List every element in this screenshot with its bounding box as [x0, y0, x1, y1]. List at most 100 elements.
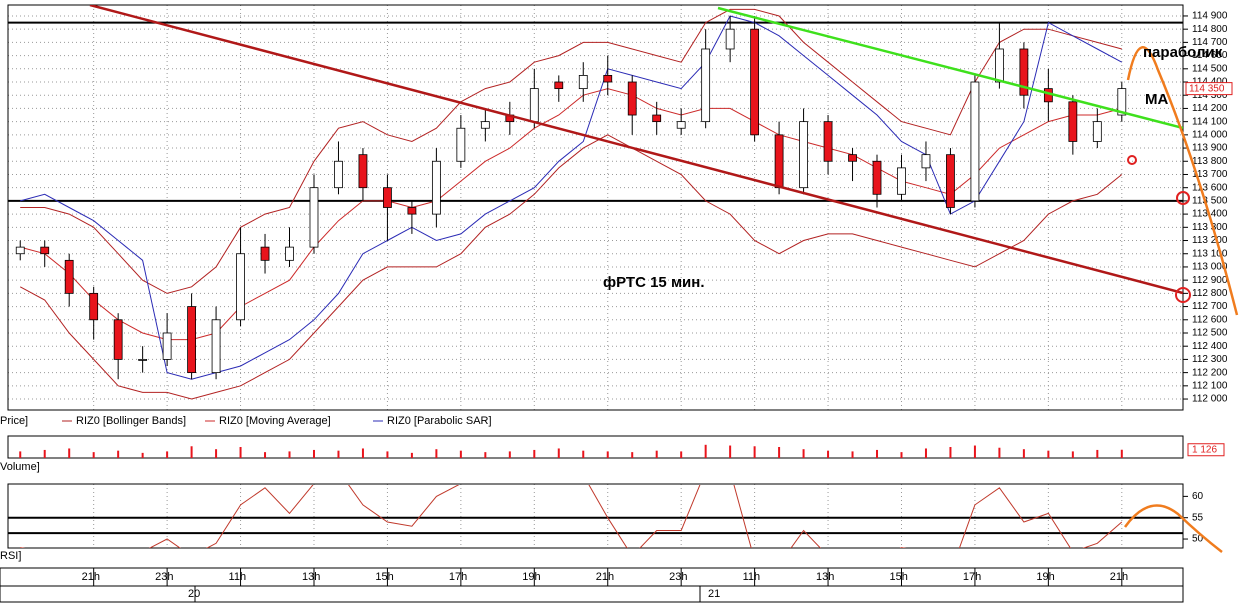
x-tick-label: 11h — [229, 571, 247, 583]
y-tick-label: 112 500 — [1192, 328, 1228, 339]
candle-body — [725, 28, 735, 50]
volume-bar — [508, 451, 511, 458]
candle-body — [554, 81, 564, 90]
y-tick-label: 113 800 — [1192, 156, 1228, 167]
volume-bar — [361, 448, 364, 458]
x-tick-label: 15h — [375, 571, 393, 583]
y-tick-label: 114 600 — [1192, 50, 1228, 61]
y-tick-label: 112 100 — [1192, 380, 1228, 391]
legend-label: RIZ0 [Parabolic SAR] — [387, 415, 492, 427]
x-tick-label: 13h — [302, 571, 320, 583]
legend-label: RIZ0 [Moving Average] — [219, 415, 331, 427]
candle-body — [236, 253, 245, 321]
x-tick-label: 11h — [743, 571, 761, 583]
y-tick-label: 114 000 — [1192, 129, 1228, 140]
parabolic-sar — [20, 15, 1123, 380]
candle-body — [285, 246, 294, 261]
volume-bar — [729, 445, 732, 458]
y-tick-label: 113 900 — [1192, 143, 1228, 154]
candle-body — [40, 246, 50, 255]
volume-bar — [557, 448, 560, 458]
candle-body — [480, 121, 490, 129]
volume-bar — [924, 448, 927, 458]
y-tick-label: 113 300 — [1192, 222, 1228, 233]
marker-circle — [1127, 155, 1137, 165]
volume-bar — [141, 452, 144, 458]
volume-bar — [1096, 449, 1099, 458]
volume-bar — [827, 450, 830, 458]
candle-body — [652, 114, 662, 123]
candle-body — [676, 121, 686, 129]
x-tick-label: 19h — [522, 571, 540, 583]
marker-circle — [1175, 287, 1191, 303]
candle-body — [211, 319, 221, 374]
x-tick-label: 15h — [889, 571, 907, 583]
date-axis — [0, 585, 1184, 603]
volume-bar — [1047, 450, 1050, 458]
x-tick-label: 23h — [155, 571, 173, 583]
candle-body — [872, 160, 882, 195]
candle-body — [309, 187, 319, 248]
y-tick-label: 113 200 — [1192, 235, 1228, 246]
y-tick-label: 112 800 — [1192, 288, 1228, 299]
volume-bar — [973, 445, 976, 458]
volume-bar — [753, 446, 756, 458]
volume-bar — [606, 451, 609, 458]
candle-body — [407, 207, 417, 215]
candle-body — [799, 121, 808, 189]
volume-last-box — [1187, 443, 1225, 457]
volume-bar — [704, 444, 707, 458]
volume-bar — [117, 450, 120, 458]
y-tick-label: 114 700 — [1192, 37, 1228, 48]
rsi-panel — [7, 483, 1184, 549]
y-tick-label: 112 300 — [1192, 354, 1228, 365]
trend-line — [89, 5, 1183, 295]
candle-body — [187, 306, 196, 374]
y-tick-label: 113 700 — [1192, 169, 1228, 180]
candle-body — [578, 75, 588, 90]
volume-bar — [190, 446, 193, 458]
volume-bar — [900, 452, 903, 458]
volume-bar — [655, 450, 658, 458]
candle-body — [750, 28, 760, 136]
candle-body — [64, 259, 74, 294]
bollinger-band — [20, 8, 1122, 294]
candle-body — [113, 319, 123, 360]
volume-bar — [484, 452, 487, 458]
y-tick-label: 114 500 — [1192, 63, 1228, 74]
drawings — [89, 5, 1183, 295]
candle-body — [1068, 101, 1078, 142]
y-tick-label: 112 400 — [1192, 341, 1228, 352]
rsi-tick-label: 55 — [1192, 512, 1204, 523]
y-tick-label: 114 200 — [1192, 103, 1228, 114]
candle-body — [138, 359, 148, 361]
volume-bar — [802, 449, 805, 458]
volume-bar — [1022, 449, 1025, 458]
candle-body — [848, 154, 857, 162]
trend-line — [717, 6, 1183, 130]
x-tick-label: 21h — [596, 571, 614, 583]
volume-bar — [386, 451, 389, 458]
panel-label: RSI] — [0, 550, 21, 562]
candle-body — [946, 154, 955, 208]
forecast-curve — [1126, 46, 1239, 316]
volume-bar — [337, 450, 340, 458]
x-tick-label: 13h — [816, 571, 834, 583]
bollinger-band — [19, 134, 1123, 400]
candle-body — [970, 81, 980, 202]
y-tick-label: 113 600 — [1192, 182, 1228, 193]
volume-bar — [264, 452, 267, 458]
price-panel — [7, 4, 1184, 411]
y-tick-label: 112 900 — [1192, 275, 1228, 286]
x-tick-label: 21h — [1110, 571, 1128, 583]
candle-body — [603, 75, 613, 83]
candle-body — [627, 81, 637, 116]
date-label: 21 — [708, 588, 720, 600]
volume-bar — [998, 447, 1001, 458]
volume-bar — [68, 448, 71, 458]
candle-body — [701, 48, 711, 123]
date-label: 20 — [188, 588, 200, 600]
y-tick-label: 112 200 — [1192, 367, 1228, 378]
grid-layer — [8, 5, 1183, 548]
